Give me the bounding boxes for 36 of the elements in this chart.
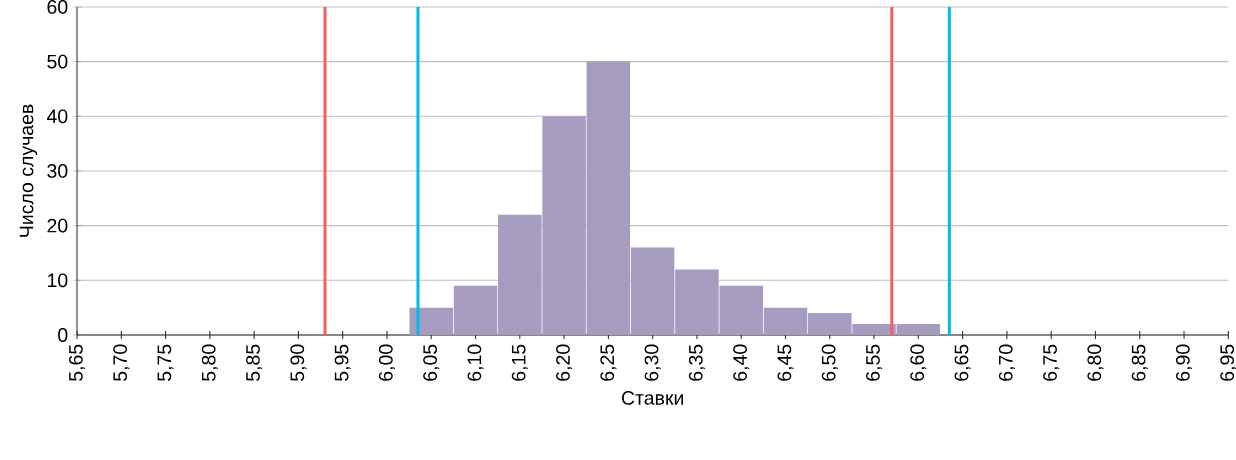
y-tick-label: 50 xyxy=(47,54,68,69)
x-tick-label: 6,10 xyxy=(467,344,484,381)
y-tick-label: 30 xyxy=(47,164,68,178)
x-tick-label: 6,20 xyxy=(556,344,573,381)
x-tick-label: 6,35 xyxy=(688,344,705,381)
x-tick-label: 5,80 xyxy=(201,344,218,381)
x-tick-label: 5,90 xyxy=(290,344,307,381)
x-tick-label: 6,95 xyxy=(1220,344,1236,381)
y-tick-label: 60 xyxy=(47,0,68,14)
x-tick-label: 6,15 xyxy=(511,344,528,381)
x-tick-label: 6,60 xyxy=(910,344,927,381)
y-tick-label: 20 xyxy=(47,218,68,233)
x-tick-label: 6,85 xyxy=(1131,344,1148,381)
x-tick-label: 6,40 xyxy=(733,344,750,381)
x-axis-title: Ставки xyxy=(621,390,683,405)
y-tick-label: 40 xyxy=(46,109,68,124)
x-tick-label: 6,80 xyxy=(1087,344,1104,381)
x-tick-label: 5,85 xyxy=(246,344,263,381)
x-tick-label: 6,55 xyxy=(866,344,883,381)
x-tick-label: 5,65 xyxy=(68,344,86,381)
x-tick-label: 5,95 xyxy=(334,344,351,381)
x-tick-label: 6,00 xyxy=(378,344,396,381)
x-tick-label: 6,65 xyxy=(954,344,971,381)
x-tick-label: 6,70 xyxy=(998,344,1015,381)
y-tick-label: 0 xyxy=(58,328,68,342)
x-tick-label: 6,45 xyxy=(777,344,794,381)
y-axis-title: Число случаев xyxy=(19,104,38,237)
x-tick-label: 5,75 xyxy=(157,344,174,381)
x-tick-label: 5,70 xyxy=(113,344,130,381)
x-tick-label: 6,25 xyxy=(600,344,617,381)
x-tick-label: 6,30 xyxy=(644,344,661,381)
x-tick-label: 6,90 xyxy=(1175,344,1193,381)
x-tick-label: 6,50 xyxy=(821,344,838,381)
x-tick-label: 6,75 xyxy=(1043,344,1060,381)
y-tick-label: 10 xyxy=(47,273,68,288)
x-tick-label: 6,05 xyxy=(423,344,440,381)
